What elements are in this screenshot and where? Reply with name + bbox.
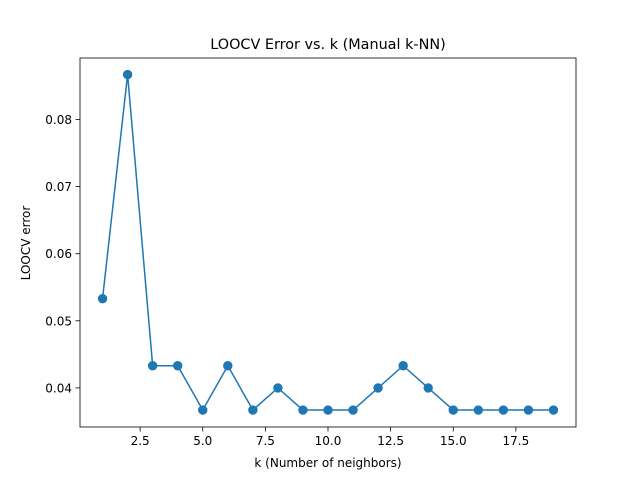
- data-point: [548, 405, 559, 415]
- y-tick-label: 0.07: [45, 180, 72, 194]
- x-tick-label: 2.5: [131, 434, 150, 448]
- plot-area: 2.5 5.0 7.5 10.0 12.5 15.0 17.5 0.04 0.05 0.06 0.0…: [45, 57, 577, 448]
- data-point: [198, 405, 208, 415]
- data-point: [223, 361, 233, 371]
- data-point: [473, 405, 483, 415]
- data-point: [498, 405, 509, 415]
- data-point: [448, 405, 458, 415]
- data-point: [122, 69, 133, 80]
- data-point: [423, 383, 433, 393]
- data-point: [173, 361, 183, 371]
- data-point: [248, 405, 258, 415]
- x-tick-label: 17.5: [503, 434, 530, 448]
- data-point: [273, 383, 283, 393]
- x-tick-label: 15.0: [440, 434, 467, 448]
- data-point: [323, 405, 333, 415]
- x-tick-label: 12.5: [377, 434, 404, 448]
- data-point: [348, 405, 358, 415]
- x-tick-label: 5.0: [193, 434, 212, 448]
- data-point: [398, 361, 408, 371]
- y-tick-label: 0.08: [45, 113, 72, 127]
- y-tick-label: 0.04: [45, 381, 72, 395]
- x-tick-label: 7.5: [256, 434, 275, 448]
- data-point: [147, 361, 158, 371]
- x-tick-label: 10.0: [315, 434, 342, 448]
- data-point: [523, 405, 534, 415]
- data-point: [298, 405, 308, 415]
- y-tick-label: 0.06: [45, 247, 72, 261]
- chart-title: LOOCV Error vs. k (Manual k-NN): [210, 37, 446, 53]
- x-axis-label: k (Number of neighbors): [254, 456, 401, 470]
- data-point: [97, 293, 108, 304]
- data-point: [373, 383, 383, 393]
- y-axis-label: LOOCV error: [19, 206, 33, 281]
- y-tick-label: 0.05: [45, 314, 72, 328]
